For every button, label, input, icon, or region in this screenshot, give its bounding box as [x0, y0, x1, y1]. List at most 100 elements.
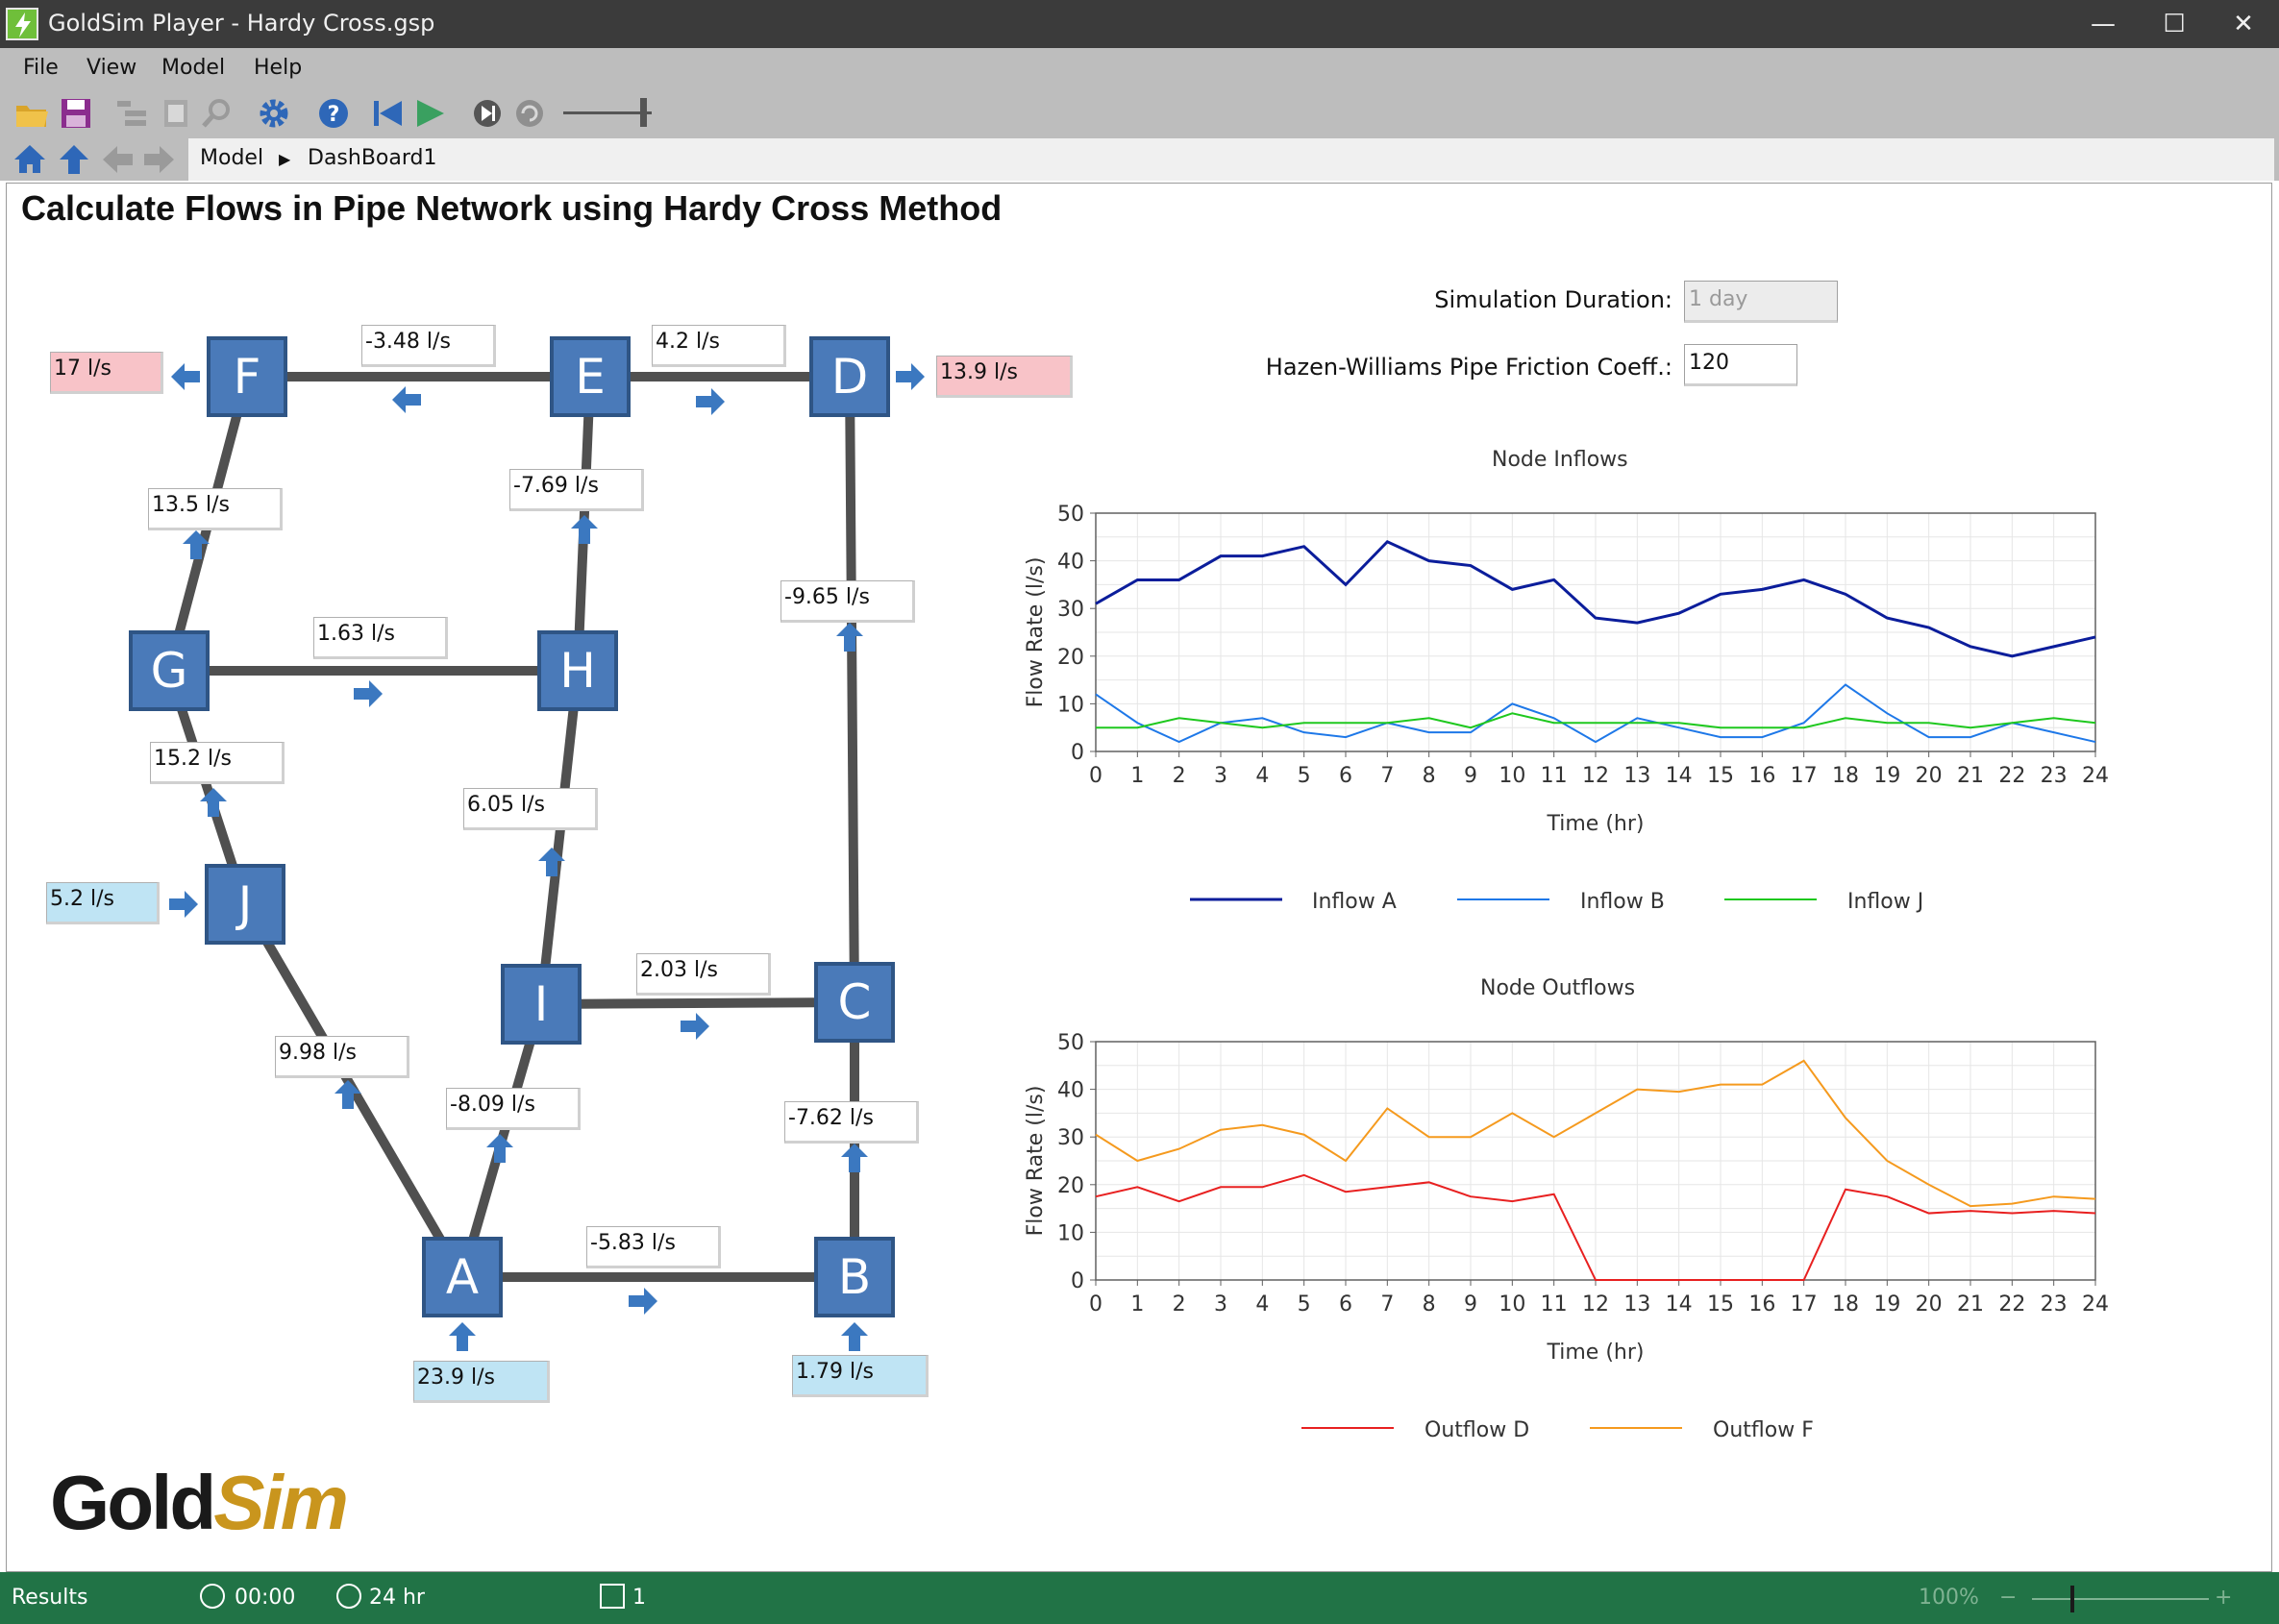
breadcrumb: Model ▶ DashBoard1: [188, 138, 2274, 181]
legend-outflow-f: Outflow F: [1713, 1418, 1814, 1442]
outflows-x-tick-label: 21: [1957, 1292, 1984, 1316]
outflows-x-tick-label: 13: [1623, 1292, 1650, 1316]
breadcrumb-model[interactable]: Model: [200, 146, 264, 170]
node-b[interactable]: B: [814, 1237, 895, 1317]
rewind-icon[interactable]: [369, 96, 406, 131]
outflows-x-tick-label: 15: [1707, 1292, 1734, 1316]
legend-inflow-b: Inflow B: [1580, 890, 1665, 914]
outflows-y-tick-label: 0: [1071, 1269, 1084, 1293]
inflows-x-tick-label: 1: [1130, 764, 1144, 788]
menu-help[interactable]: Help: [254, 56, 303, 80]
open-folder-icon[interactable]: [13, 96, 50, 131]
inflows-x-tick-label: 6: [1339, 764, 1352, 788]
inflows-x-tick-label: 9: [1464, 764, 1477, 788]
node-g[interactable]: G: [129, 630, 210, 711]
outflows-x-tick-label: 24: [2082, 1292, 2109, 1316]
inflows-x-tick-label: 14: [1666, 764, 1693, 788]
outflows-x-tick-label: 18: [1832, 1292, 1859, 1316]
inflows-x-tick-label: 8: [1423, 764, 1436, 788]
outflows-x-tick-label: 0: [1089, 1292, 1102, 1316]
outflows-x-tick-label: 11: [1541, 1292, 1568, 1316]
outflows-x-tick-label: 6: [1339, 1292, 1352, 1316]
flow-label-f-e: -3.48 l/s: [361, 325, 496, 367]
breadcrumb-separator-icon: ▶: [279, 150, 291, 168]
outflows-x-tick-label: 2: [1173, 1292, 1186, 1316]
outflows-x-tick-label: 12: [1582, 1292, 1609, 1316]
back-arrow-icon[interactable]: [100, 142, 136, 177]
simulation-duration-field: 1 day: [1684, 281, 1838, 323]
flow-arrow-c-d: [836, 623, 863, 652]
inflows-y-tick-label: 50: [1057, 503, 1084, 527]
node-e[interactable]: E: [550, 336, 631, 417]
search-icon[interactable]: [200, 96, 236, 131]
flow-label-a-i: -8.09 l/s: [446, 1088, 581, 1130]
browser-icon[interactable]: [113, 96, 150, 131]
node-a[interactable]: A: [422, 1237, 503, 1317]
hazen-williams-label: Hazen-Williams Pipe Friction Coeff.:: [1265, 354, 1672, 381]
help-icon[interactable]: ?: [315, 96, 352, 131]
inflows-series-inflow-b: [1095, 683, 2096, 744]
zoom-slider-thumb[interactable]: [2070, 1586, 2074, 1612]
inflows-x-tick-label: 20: [1916, 764, 1943, 788]
save-icon[interactable]: [58, 96, 94, 131]
maximize-button[interactable]: ☐: [2163, 10, 2186, 38]
goldsim-app-icon: [6, 8, 38, 40]
reset-icon[interactable]: [511, 96, 548, 131]
flow-arrow-g-h: [354, 680, 383, 707]
speed-slider[interactable]: [563, 111, 652, 114]
logo-gold: Gold: [50, 1460, 216, 1545]
run-icon[interactable]: [411, 96, 448, 131]
breadcrumb-dashboard[interactable]: DashBoard1: [308, 146, 437, 170]
node-i[interactable]: I: [501, 964, 582, 1045]
inflows-y-tick-label: 20: [1057, 646, 1084, 670]
inflow-j-label: 5.2 l/s: [46, 882, 160, 924]
logo-sim: Sim: [213, 1460, 349, 1545]
hazen-williams-input[interactable]: 120: [1684, 344, 1797, 386]
status-zoom: 100%: [1919, 1586, 1979, 1610]
outflow-d-label: 13.9 l/s: [936, 356, 1073, 398]
forward-arrow-icon[interactable]: [140, 142, 177, 177]
inflows-x-tick-label: 23: [2041, 764, 2068, 788]
node-f[interactable]: F: [207, 336, 287, 417]
node-h[interactable]: H: [537, 630, 618, 711]
inflows-x-tick-label: 16: [1748, 764, 1775, 788]
outflows-x-tick-label: 7: [1380, 1292, 1394, 1316]
outflows-y-tick-label: 10: [1057, 1221, 1084, 1245]
inflows-x-axis-label: Time (hr): [1547, 812, 1645, 836]
home-icon[interactable]: [12, 142, 48, 177]
menu-view[interactable]: View: [87, 56, 137, 80]
realizations-icon: [600, 1584, 625, 1609]
node-c[interactable]: C: [814, 962, 895, 1043]
speed-slider-thumb[interactable]: [640, 98, 647, 127]
inflows-x-tick-label: 7: [1380, 764, 1394, 788]
flow-label-g-h: 1.63 l/s: [313, 617, 448, 659]
gear-icon[interactable]: [256, 96, 292, 131]
up-arrow-icon[interactable]: [56, 142, 92, 177]
inflows-x-tick-label: 2: [1173, 764, 1186, 788]
flow-label-h-i: 6.05 l/s: [463, 788, 598, 830]
node-j[interactable]: J: [205, 864, 285, 945]
menu-file[interactable]: File: [23, 56, 59, 80]
zoom-in-icon[interactable]: +: [2215, 1586, 2233, 1610]
outflows-y-tick-label: 50: [1057, 1031, 1084, 1055]
node-d[interactable]: D: [809, 336, 890, 417]
inflows-x-tick-label: 10: [1499, 764, 1525, 788]
toolbar: ?: [0, 88, 2279, 138]
outflows-x-tick-label: 19: [1873, 1292, 1900, 1316]
flow-arrow-i-c: [681, 1013, 709, 1040]
outflows-series-outflow-d: [1095, 1173, 2096, 1281]
zoom-out-icon[interactable]: −: [1999, 1586, 2018, 1610]
zoom-slider[interactable]: [2032, 1598, 2209, 1600]
inflows-y-tick-label: 0: [1071, 741, 1084, 765]
inflows-x-tick-label: 11: [1541, 764, 1568, 788]
close-button[interactable]: ✕: [2233, 10, 2254, 38]
minimize-button[interactable]: —: [2091, 10, 2116, 38]
inflows-y-tick-label: 30: [1057, 598, 1084, 622]
clipboard-icon[interactable]: [158, 96, 194, 131]
inflows-x-tick-label: 0: [1089, 764, 1102, 788]
outflows-x-tick-label: 22: [1998, 1292, 2025, 1316]
outflows-series-outflow-f: [1095, 1059, 2096, 1208]
menu-model[interactable]: Model: [161, 56, 226, 80]
inflows-x-tick-label: 24: [2082, 764, 2109, 788]
step-icon[interactable]: [469, 96, 506, 131]
